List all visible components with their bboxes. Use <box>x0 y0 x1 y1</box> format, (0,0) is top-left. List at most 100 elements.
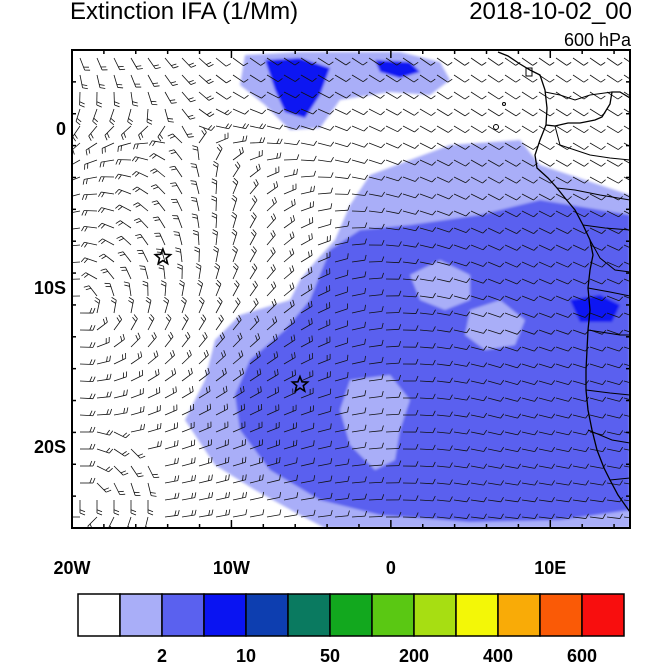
wind-barb <box>521 380 539 385</box>
wind-barb <box>215 491 231 501</box>
wind-barb <box>98 253 115 263</box>
wind-barb <box>402 342 419 348</box>
wind-barb <box>334 372 349 382</box>
wind-barb <box>198 91 214 101</box>
wind-barb <box>385 374 402 382</box>
wind-barb <box>555 278 573 285</box>
wind-barb <box>402 176 420 182</box>
wind-barb <box>538 244 555 251</box>
wind-barb <box>572 176 589 184</box>
wind-barb <box>453 412 470 418</box>
wind-barb <box>283 91 300 99</box>
wind-barb <box>436 360 453 367</box>
wind-barb <box>334 303 349 314</box>
wind-barb <box>249 439 263 450</box>
wind-barb <box>351 476 367 484</box>
wind-barb <box>470 210 487 217</box>
wind-barb <box>151 200 166 212</box>
wind-barb <box>589 91 606 100</box>
wind-barb <box>80 241 98 248</box>
wind-barb <box>453 244 471 250</box>
wind-barb <box>538 446 556 453</box>
wind-barb <box>198 127 207 144</box>
wind-barb <box>181 57 197 68</box>
wind-barb <box>419 359 436 366</box>
wind-barb <box>453 378 470 384</box>
wind-barb <box>334 57 351 66</box>
wind-barb <box>453 227 471 234</box>
wind-barb <box>317 302 331 314</box>
wind-barb <box>453 496 470 503</box>
wind-barb <box>589 446 607 453</box>
colorbar-label: 50 <box>319 646 341 666</box>
wind-barb <box>487 278 505 285</box>
wind-barb <box>419 444 436 451</box>
wind-barb <box>521 261 539 268</box>
wind-barb <box>283 474 298 484</box>
wind-barb <box>521 108 538 117</box>
wind-barb <box>385 257 402 264</box>
wind-barb <box>606 413 624 419</box>
wind-barb <box>232 74 249 83</box>
wind-barb <box>80 460 96 467</box>
wind-barb <box>351 424 367 433</box>
wind-barb <box>470 159 487 167</box>
wind-barb <box>232 350 244 365</box>
wind-barb <box>164 74 178 86</box>
wind-barb <box>385 290 402 297</box>
wind-barb <box>249 403 263 416</box>
wind-barb <box>113 333 125 348</box>
wind-barb <box>130 369 144 382</box>
wind-barb <box>538 91 555 100</box>
wind-barb <box>96 91 102 108</box>
wind-barb <box>453 278 471 283</box>
wind-barb <box>198 57 214 68</box>
wind-barb <box>300 440 315 450</box>
wind-barb <box>487 346 505 352</box>
wind-barb <box>164 475 180 484</box>
wind-barb <box>385 324 402 331</box>
wind-barb <box>572 480 589 486</box>
wind-barb <box>436 411 453 417</box>
wind-barb <box>351 108 368 116</box>
wind-barb <box>300 492 316 501</box>
wind-barb <box>623 346 630 350</box>
wind-barb <box>521 193 538 201</box>
wind-barb <box>623 448 630 451</box>
wind-barb <box>521 346 539 352</box>
wind-barb <box>109 108 116 126</box>
wind-barb <box>487 446 505 453</box>
wind-barb <box>589 193 606 201</box>
wind-barb <box>436 462 453 468</box>
wind-barb <box>555 108 572 117</box>
colorbar-box <box>497 593 541 637</box>
wind-barb <box>606 446 624 453</box>
wind-barb <box>368 108 385 116</box>
wind-barb <box>96 447 114 454</box>
wind-barb <box>317 203 333 212</box>
wind-barb <box>436 428 453 434</box>
wind-barb <box>317 157 334 163</box>
wind-barb <box>317 336 331 348</box>
wind-barb <box>504 380 522 385</box>
wind-barb <box>487 125 504 134</box>
wind-barb <box>555 125 572 134</box>
wind-barb <box>572 159 589 167</box>
wind-barb <box>385 274 402 280</box>
wind-barb <box>351 304 366 314</box>
wind-barb <box>589 227 606 234</box>
wind-barb <box>453 344 471 350</box>
colorbar-label: 400 <box>482 646 514 666</box>
wind-barb <box>436 193 454 200</box>
wind-barb <box>79 393 96 400</box>
wind-barb <box>606 380 624 385</box>
wind-barb <box>300 155 317 162</box>
colorbar-box <box>287 593 331 637</box>
wind-barb <box>317 172 334 178</box>
wind-barb <box>487 363 505 368</box>
wind-barb <box>351 390 367 399</box>
wind-barb <box>521 480 538 486</box>
wind-barb <box>606 396 624 402</box>
wind-barb <box>130 406 145 416</box>
wind-barb <box>215 421 229 433</box>
